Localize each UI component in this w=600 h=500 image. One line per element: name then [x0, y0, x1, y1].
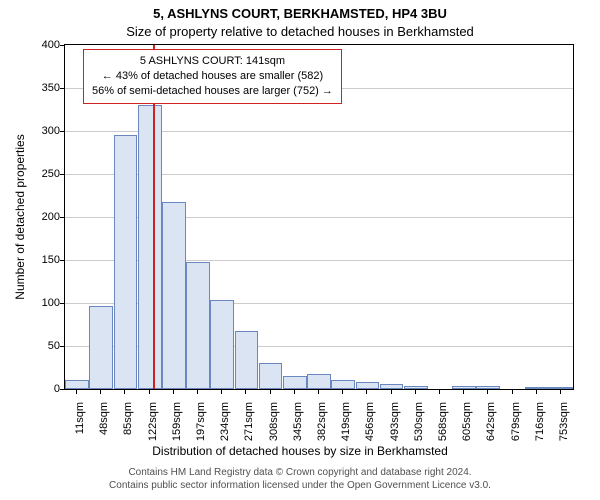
x-tick-mark	[536, 390, 537, 394]
histogram-bar	[525, 387, 549, 389]
x-tick-mark	[487, 390, 488, 394]
x-tick-label: 382sqm	[316, 402, 328, 450]
plot-area: 5 ASHLYNS COURT: 141sqm ← 43% of detache…	[64, 44, 574, 390]
x-tick-mark	[124, 390, 125, 394]
x-tick-mark	[149, 390, 150, 394]
x-tick-mark	[512, 390, 513, 394]
x-tick-label: 85sqm	[122, 402, 134, 450]
x-tick-label: 605sqm	[461, 402, 473, 450]
y-tick-label: 350	[30, 82, 60, 94]
chart-container: 5, ASHLYNS COURT, BERKHAMSTED, HP4 3BU S…	[0, 0, 600, 500]
histogram-bar	[549, 387, 573, 389]
x-tick-label: 159sqm	[171, 402, 183, 450]
x-tick-label: 308sqm	[268, 402, 280, 450]
histogram-bar	[210, 300, 234, 389]
y-tick-label: 0	[30, 383, 60, 395]
x-tick-label: 456sqm	[364, 402, 376, 450]
x-tick-label: 48sqm	[98, 402, 110, 450]
x-tick-mark	[342, 390, 343, 394]
x-tick-label: 11sqm	[74, 402, 86, 450]
x-tick-mark	[294, 390, 295, 394]
histogram-bar	[114, 135, 138, 389]
y-axis-label: Number of detached properties	[13, 134, 27, 299]
y-tick-label: 400	[30, 39, 60, 51]
histogram-bar	[404, 386, 428, 389]
histogram-bar	[307, 374, 331, 389]
x-tick-label: 716sqm	[534, 402, 546, 450]
annotation-line1: 5 ASHLYNS COURT: 141sqm	[92, 54, 333, 69]
x-tick-mark	[100, 390, 101, 394]
x-tick-mark	[439, 390, 440, 394]
x-tick-label: 419sqm	[340, 402, 352, 450]
x-tick-mark	[270, 390, 271, 394]
x-tick-mark	[318, 390, 319, 394]
x-tick-mark	[366, 390, 367, 394]
histogram-bar	[186, 262, 210, 389]
x-tick-label: 197sqm	[195, 402, 207, 450]
x-tick-label: 345sqm	[292, 402, 304, 450]
x-tick-mark	[76, 390, 77, 394]
y-tick-label: 100	[30, 297, 60, 309]
annotation-line2: ← 43% of detached houses are smaller (58…	[92, 69, 333, 84]
x-tick-mark	[197, 390, 198, 394]
histogram-bar	[331, 380, 355, 389]
histogram-bar	[452, 386, 476, 389]
footer-line2: Contains public sector information licen…	[0, 479, 600, 492]
y-tick-label: 250	[30, 168, 60, 180]
histogram-bar	[356, 382, 380, 389]
histogram-bar	[65, 380, 89, 389]
x-tick-label: 271sqm	[243, 402, 255, 450]
y-tick-label: 300	[30, 125, 60, 137]
x-tick-mark	[463, 390, 464, 394]
histogram-bar	[138, 105, 162, 389]
x-tick-label: 122sqm	[147, 402, 159, 450]
histogram-bar	[380, 384, 404, 389]
histogram-bar	[259, 363, 283, 389]
x-axis-title: Distribution of detached houses by size …	[0, 444, 600, 458]
x-tick-mark	[415, 390, 416, 394]
x-tick-label: 568sqm	[437, 402, 449, 450]
chart-title-main: 5, ASHLYNS COURT, BERKHAMSTED, HP4 3BU	[0, 6, 600, 21]
y-tick-label: 50	[30, 340, 60, 352]
x-tick-label: 753sqm	[558, 402, 570, 450]
x-tick-label: 493sqm	[389, 402, 401, 450]
x-tick-label: 679sqm	[510, 402, 522, 450]
chart-title-sub: Size of property relative to detached ho…	[0, 24, 600, 39]
histogram-bar	[235, 331, 259, 389]
chart-footer: Contains HM Land Registry data © Crown c…	[0, 466, 600, 492]
histogram-bar	[283, 376, 307, 389]
histogram-bar	[89, 306, 113, 389]
x-tick-mark	[245, 390, 246, 394]
y-tick-label: 200	[30, 211, 60, 223]
x-tick-label: 234sqm	[219, 402, 231, 450]
histogram-bar	[476, 386, 500, 389]
x-tick-label: 642sqm	[485, 402, 497, 450]
annotation-line3: 56% of semi-detached houses are larger (…	[92, 84, 333, 99]
x-tick-mark	[173, 390, 174, 394]
annotation-box: 5 ASHLYNS COURT: 141sqm ← 43% of detache…	[83, 49, 342, 104]
x-tick-mark	[560, 390, 561, 394]
x-tick-label: 530sqm	[413, 402, 425, 450]
footer-line1: Contains HM Land Registry data © Crown c…	[0, 466, 600, 479]
x-tick-mark	[221, 390, 222, 394]
y-tick-label: 150	[30, 254, 60, 266]
x-tick-mark	[391, 390, 392, 394]
histogram-bar	[162, 202, 186, 389]
